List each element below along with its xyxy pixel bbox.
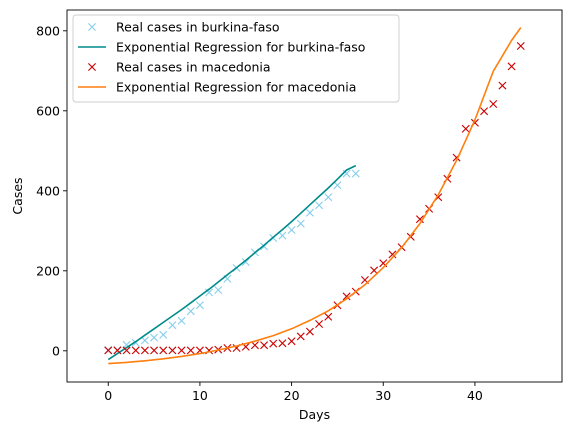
- y-tick-label: 200: [36, 263, 60, 278]
- series-3: [108, 27, 522, 365]
- data-point: [159, 330, 168, 339]
- legend-label: Real cases in burkina-faso: [116, 20, 280, 35]
- data-point: [159, 346, 168, 355]
- data-point: [140, 336, 149, 345]
- data-point: [168, 346, 177, 355]
- series-line: [108, 27, 522, 365]
- data-point: [351, 169, 360, 178]
- data-point: [150, 346, 159, 355]
- y-tick-label: 400: [36, 183, 60, 198]
- data-point: [324, 193, 333, 202]
- data-point: [296, 332, 305, 341]
- data-point: [104, 346, 113, 355]
- legend-entry-1: Exponential Regression for burkina-faso: [78, 40, 365, 55]
- data-point: [461, 124, 470, 133]
- data-point: [498, 81, 507, 90]
- data-point: [168, 321, 177, 330]
- data-point: [186, 307, 195, 316]
- data-point: [305, 208, 314, 217]
- data-point: [480, 107, 489, 116]
- data-point: [241, 258, 250, 266]
- x-tick-label: 40: [467, 388, 483, 403]
- x-tick-label: 0: [104, 388, 112, 403]
- data-point: [177, 316, 186, 325]
- data-point: [489, 100, 498, 108]
- series-layer: [104, 27, 525, 365]
- data-point: [342, 169, 351, 178]
- x-tick-label: 30: [375, 388, 391, 403]
- plot-frame: [66, 9, 563, 383]
- legend-label: Real cases in macedonia: [116, 60, 271, 75]
- data-point: [131, 346, 140, 355]
- data-point: [269, 339, 278, 348]
- data-point: [333, 181, 342, 190]
- data-point: [305, 327, 314, 336]
- y-tick-label: 800: [36, 23, 60, 38]
- x-tick-label: 20: [284, 388, 300, 403]
- data-point: [122, 340, 131, 349]
- data-point: [140, 346, 149, 355]
- legend-label: Exponential Regression for macedonia: [116, 80, 356, 95]
- legend-marker-swatch: [88, 63, 96, 71]
- data-point: [278, 231, 287, 240]
- data-point: [113, 346, 122, 355]
- data-point: [342, 292, 351, 301]
- data-point: [507, 62, 516, 71]
- data-point: [186, 346, 195, 355]
- y-axis-label: Cases: [10, 177, 25, 214]
- x-axis-label: Days: [299, 407, 330, 422]
- y-tick-label: 0: [52, 343, 60, 358]
- data-point: [250, 341, 259, 350]
- data-point: [177, 346, 186, 355]
- x-tick-label: 10: [192, 388, 208, 403]
- data-point: [122, 346, 131, 355]
- data-point: [324, 312, 333, 321]
- data-point: [214, 286, 223, 294]
- data-point: [415, 215, 424, 224]
- legend-entry-2: Real cases in macedonia: [88, 60, 271, 75]
- data-point: [195, 301, 204, 310]
- data-point: [388, 250, 397, 259]
- data-point: [287, 337, 296, 346]
- data-point: [287, 226, 296, 234]
- data-point: [315, 320, 324, 328]
- series-1: [107, 164, 357, 361]
- legend-entry-0: Real cases in burkina-faso: [88, 20, 280, 35]
- data-point: [296, 219, 305, 228]
- data-point: [150, 333, 159, 342]
- series-line: [107, 164, 357, 361]
- data-point: [315, 201, 324, 210]
- data-point: [370, 266, 379, 275]
- data-point: [278, 339, 287, 348]
- legend-label: Exponential Regression for burkina-faso: [116, 40, 365, 55]
- data-point: [516, 42, 525, 50]
- legend-entry-3: Exponential Regression for macedonia: [78, 80, 356, 95]
- legend-marker-swatch: [88, 23, 96, 31]
- y-tick-label: 600: [36, 103, 60, 118]
- legend-box: [72, 14, 400, 103]
- legend: Real cases in burkina-faso Exponential Re…: [72, 14, 400, 103]
- data-point: [260, 341, 269, 350]
